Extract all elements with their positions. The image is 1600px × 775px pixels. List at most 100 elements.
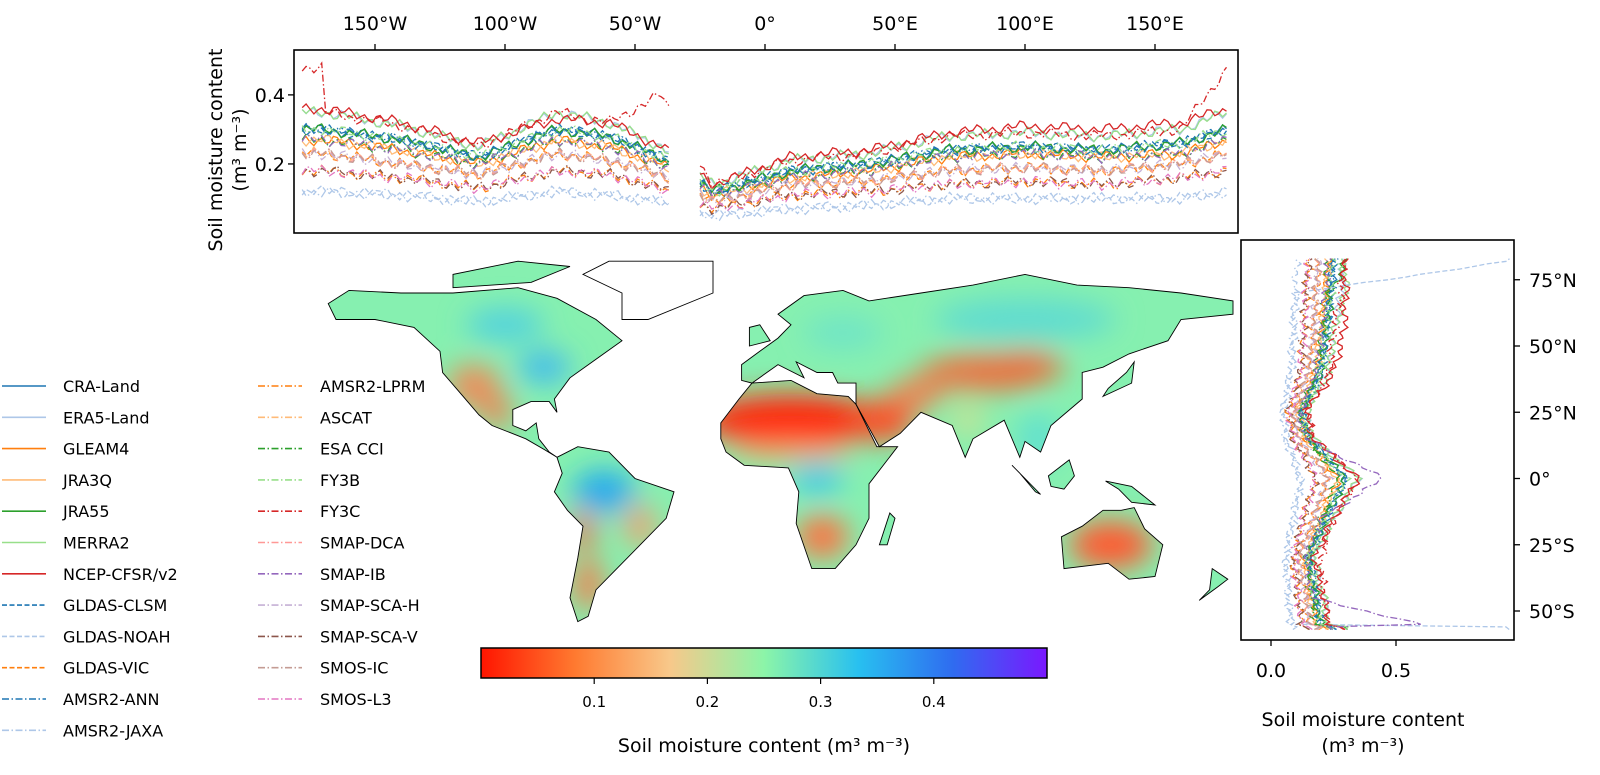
legend-item: AMSR2-ANN	[2, 690, 160, 709]
legend-label: AMSR2-ANN	[63, 690, 160, 709]
moisture-region	[572, 470, 635, 513]
top-series-line	[699, 152, 1227, 208]
moisture-region	[466, 308, 544, 341]
legend-label: JRA3Q	[62, 471, 112, 490]
legend-item: GLDAS-CLSM	[2, 596, 167, 615]
legend-item: FY3C	[258, 502, 360, 521]
legend-item: ESA CCI	[258, 440, 384, 459]
legend-label: MERRA2	[63, 534, 130, 553]
right-series-line	[1297, 258, 1350, 631]
moisture-region	[850, 399, 914, 442]
legend-label: SMOS-IC	[320, 659, 388, 678]
legend-label: GLEAM4	[63, 440, 129, 459]
coastline-southamerica	[553, 446, 675, 623]
right-series-line	[1288, 258, 1331, 631]
right-series-line	[1295, 258, 1421, 631]
right-series-line	[1296, 258, 1341, 631]
right-ytick-label: 0°	[1529, 469, 1551, 491]
right-ytick-label: 25°S	[1529, 535, 1575, 557]
legend-label: FY3B	[320, 471, 360, 490]
top-series-line	[699, 136, 1227, 199]
legend-label: SMAP-SCA-H	[320, 596, 420, 615]
coastline-newzealand	[1198, 567, 1229, 601]
moisture-region	[952, 404, 984, 437]
legend-label: AMSR2-JAXA	[63, 721, 163, 740]
right-ytick-label: 50°N	[1529, 336, 1577, 358]
right-series-line	[1295, 258, 1342, 631]
colorbar-tick-label: 0.4	[922, 693, 946, 711]
legend-item: AMSR2-LPRM	[258, 377, 425, 396]
legend-label: CRA-Land	[63, 377, 140, 396]
landmass-japan	[1103, 361, 1135, 397]
right-xtick-label: 0.5	[1381, 660, 1411, 682]
moisture-region	[791, 462, 843, 495]
moisture-region	[889, 377, 942, 410]
legend-item: CRA-Land	[2, 377, 140, 396]
legend-label: SMAP-DCA	[320, 534, 404, 553]
legend: CRA-Land ERA5-Land GLEAM4 JRA3Q JRA55 MERRA2 N…	[2, 377, 425, 740]
top-series-line	[301, 134, 670, 171]
top-series-line	[699, 66, 1228, 189]
top-ytick-label: 0.2	[255, 154, 285, 176]
top-xtick-label: 50°E	[872, 13, 918, 35]
legend-label: GLDAS-NOAH	[63, 627, 170, 646]
top-xtick-label: 150°W	[343, 13, 408, 35]
top-series-line	[699, 165, 1227, 212]
top-series-line	[699, 135, 1227, 199]
coastline-arctic	[452, 260, 571, 289]
top-series-line	[699, 110, 1227, 188]
right-ytick-label: 25°N	[1529, 402, 1577, 424]
top-series-line	[301, 186, 670, 207]
top-series-line	[699, 152, 1227, 204]
coastline-borneo	[1047, 459, 1075, 490]
moisture-region	[934, 298, 1116, 341]
colorbar-label: Soil moisture content (m³ m⁻³)	[618, 735, 910, 757]
coastline-japan	[1101, 360, 1135, 398]
top-series-line	[699, 129, 1227, 197]
legend-item: SMAP-SCA-H	[258, 596, 420, 615]
right-series-line	[1299, 258, 1353, 631]
top-series-line	[301, 148, 670, 180]
coastline-eurasia	[741, 273, 1234, 459]
landmass-madagascar	[879, 513, 895, 545]
landmass-uk	[749, 324, 771, 346]
coastline-newguinea	[1105, 480, 1157, 506]
right-series-line	[1304, 258, 1361, 631]
top-series-line	[301, 123, 670, 163]
colorbar-gradient	[480, 647, 1048, 679]
top-series-line	[699, 189, 1227, 222]
legend-label: GLDAS-VIC	[63, 659, 149, 678]
colorbar-tick-label: 0.3	[809, 693, 833, 711]
moisture-region	[986, 351, 1064, 384]
top-series-line	[301, 103, 670, 149]
legend-item: FY3B	[258, 471, 360, 490]
legend-item: SMAP-DCA	[258, 534, 404, 553]
top-series-line	[301, 146, 670, 185]
top-axes-frame	[293, 49, 1239, 234]
longitude-profile-panel: 150°W 100°W 50°W 0° 50°E 100°E 150°E 0.2 0.4 So…	[205, 13, 1239, 252]
top-series-line	[699, 186, 1227, 220]
colorbar: 0.1 0.2 0.3 0.4 Soil moisture content (m³ m…	[480, 647, 1048, 757]
top-series-line	[301, 105, 669, 155]
top-ylabel-unit: (m³ m⁻³)	[229, 108, 251, 191]
legend-item: SMAP-SCA-V	[258, 627, 418, 646]
soil-moisture-map	[327, 260, 1234, 623]
right-ytick-label: 50°S	[1529, 601, 1575, 623]
coastline-uk	[748, 324, 771, 347]
right-axes-frame	[1240, 239, 1515, 641]
moisture-region	[1069, 520, 1153, 569]
top-xtick-label: 100°E	[996, 13, 1054, 35]
colorbar-tick-label: 0.1	[582, 693, 606, 711]
legend-label: NCEP-CFSR/v2	[63, 565, 178, 584]
legend-label: GLDAS-CLSM	[63, 596, 167, 615]
moisture-region	[481, 396, 513, 429]
legend-item: MERRA2	[2, 534, 130, 553]
legend-label: FY3C	[320, 502, 360, 521]
moisture-region	[1017, 412, 1059, 466]
top-xtick-label: 50°W	[609, 13, 662, 35]
top-ylabel: Soil moisture content	[205, 49, 227, 252]
legend-label: ESA CCI	[320, 440, 384, 459]
moisture-region	[572, 510, 594, 553]
legend-item: AMSR2-JAXA	[2, 721, 163, 740]
